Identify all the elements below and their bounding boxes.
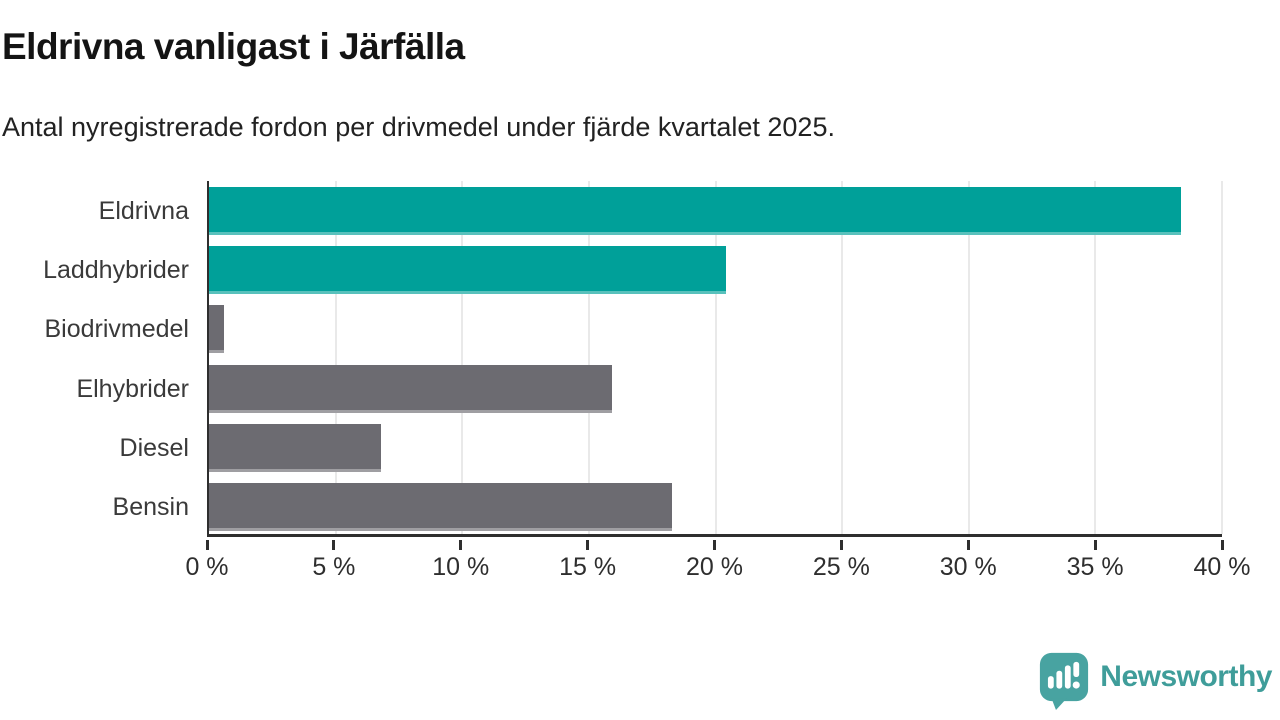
category-label-elhybrider: Elhybrider <box>76 374 189 403</box>
tick-label-40: 40 % <box>1193 553 1251 581</box>
gridline-10 <box>461 181 464 534</box>
gridline-20 <box>714 181 717 534</box>
category-label-eldrivna: Eldrivna <box>98 196 189 225</box>
tick-label-15: 15 % <box>559 553 617 581</box>
tick-label-30: 30 % <box>939 553 997 581</box>
tick-label-25: 25 % <box>812 553 870 581</box>
bar-chart: Eldrivna Laddhybrider Biodrivmedel Elhybrid… <box>0 181 1260 581</box>
bar-biodrivmedel <box>209 305 225 354</box>
tick-label-5: 5 % <box>312 553 356 581</box>
gridline-40 <box>1221 181 1223 534</box>
tick-30 <box>966 540 970 550</box>
x-axis-tick-labels: 0 % 5 % 10 % 15 % 20 % 25 % 30 % 35 % 40 % <box>185 553 1250 585</box>
bar-elhybrider <box>209 364 612 413</box>
y-axis-category-labels: Eldrivna Laddhybrider Biodrivmedel Elhybrid… <box>0 181 207 537</box>
bar-laddhybrider <box>209 246 726 294</box>
category-label-biodrivmedel: Biodrivmedel <box>44 315 189 344</box>
tick-10 <box>459 540 463 550</box>
category-label-diesel: Diesel <box>119 434 189 462</box>
x-axis-ticks <box>205 540 1224 552</box>
tick-label-20: 20 % <box>686 553 743 581</box>
tick-15 <box>586 540 590 550</box>
gridline-25 <box>841 181 844 534</box>
category-label-bensin: Bensin <box>112 493 189 522</box>
tick-5 <box>332 540 336 550</box>
gridline-15 <box>587 181 590 534</box>
newsworthy-speech-bubble-bar-chart-icon <box>1040 652 1089 710</box>
tick-label-35: 35 % <box>1066 553 1124 581</box>
tick-label-0: 0 % <box>185 553 229 581</box>
newsworthy-logo-text: Newsworthy <box>1100 660 1272 693</box>
newsworthy-logo: Newsworthy <box>1039 652 1272 710</box>
tick-35 <box>1093 540 1097 550</box>
tick-40 <box>1220 540 1224 550</box>
gridline-5 <box>334 181 337 534</box>
plot-area <box>207 181 1223 537</box>
tick-label-10: 10 % <box>432 553 490 581</box>
chart-subtitle: Antal nyregistrerade fordon per drivmede… <box>2 112 835 142</box>
bar-bensin <box>209 483 673 532</box>
tick-20 <box>713 540 716 550</box>
bar-eldrivna <box>209 186 1182 235</box>
tick-25 <box>839 540 843 550</box>
bar-diesel <box>209 424 382 472</box>
tick-0 <box>205 540 209 550</box>
category-label-laddhybrider: Laddhybrider <box>43 256 189 284</box>
gridline-35 <box>1094 181 1097 534</box>
gridline-30 <box>967 181 970 534</box>
chart-title: Eldrivna vanligast i Järfälla <box>2 26 465 67</box>
